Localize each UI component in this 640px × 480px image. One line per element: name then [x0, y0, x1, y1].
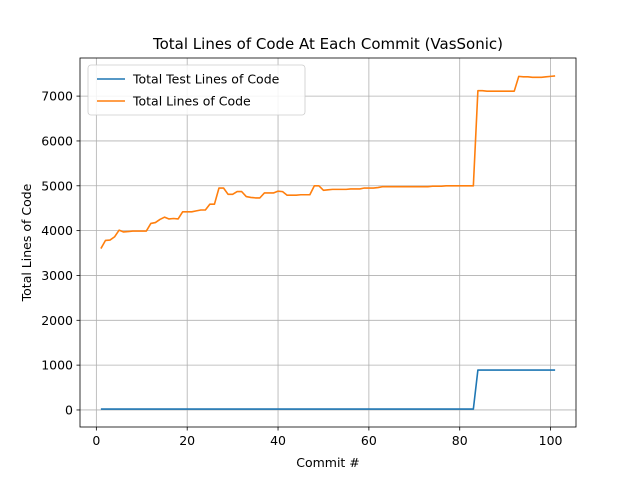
y-tick-label: 4000: [41, 223, 73, 238]
y-tick-label: 7000: [41, 89, 73, 104]
legend-box: [87, 64, 306, 116]
x-tick-label: 40: [270, 433, 286, 448]
x-axis-title: Commit #: [296, 455, 360, 470]
y-tick-label: 1000: [41, 358, 73, 373]
legend-label: Total Lines of Code: [132, 94, 251, 109]
x-tick-label: 80: [452, 433, 468, 448]
x-tick-label: 0: [92, 433, 100, 448]
axis-ticks: 0 20 40 60 80 1000100020003000400050006000700…: [41, 89, 562, 448]
x-tick-label: 100: [539, 433, 563, 448]
grid-lines: [80, 58, 576, 427]
y-tick-label: 5000: [41, 178, 73, 193]
y-tick-label: 6000: [41, 133, 73, 148]
x-tick-label: 60: [361, 433, 377, 448]
y-tick-label: 0: [65, 402, 73, 417]
series-line-0: [100, 369, 556, 410]
legend-label: Total Test Lines of Code: [132, 72, 280, 87]
series-line-1: [100, 75, 556, 249]
chart-title: Total Lines of Code At Each Commit (VasS…: [152, 35, 503, 53]
x-tick-label: 20: [179, 433, 195, 448]
y-tick-label: 3000: [41, 268, 73, 283]
series-lines: [100, 75, 556, 410]
legend: Total Test Lines of Code Total Lines of C…: [87, 64, 306, 116]
plot-frame: [79, 57, 577, 428]
y-axis-title: Total Lines of Code: [19, 183, 34, 302]
y-tick-label: 2000: [41, 313, 73, 328]
